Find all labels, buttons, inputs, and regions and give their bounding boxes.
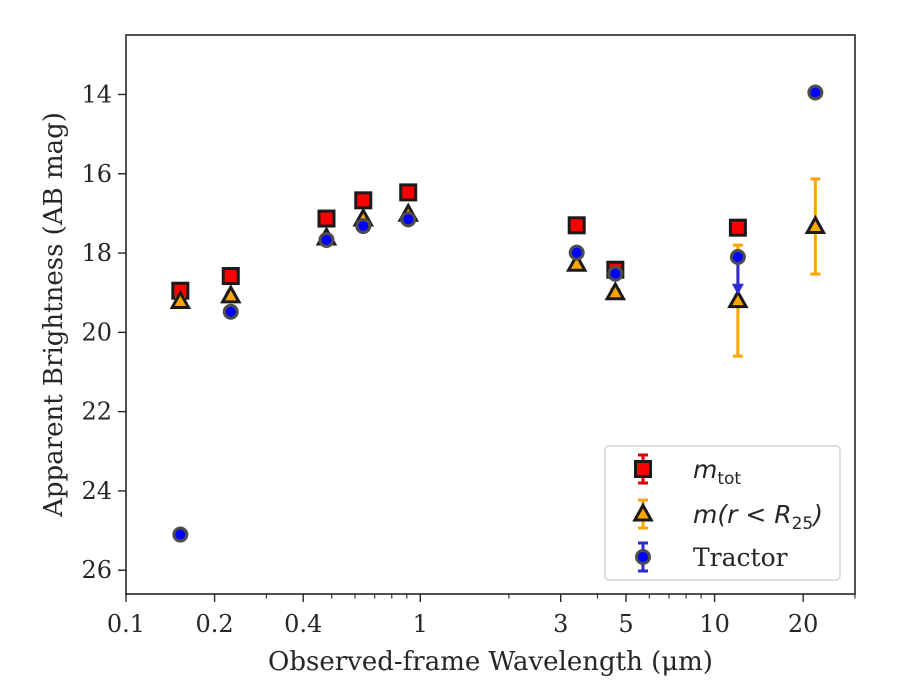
x-tick-label: 0.1 (107, 610, 145, 638)
legend-label: m(r < R25) (693, 500, 823, 534)
y-tick-label: 18 (81, 239, 112, 267)
x-tick-label: 10 (699, 610, 730, 638)
data-point (317, 209, 336, 228)
series-0 (171, 183, 747, 300)
data-point (567, 216, 586, 235)
x-tick-label: 0.4 (284, 610, 322, 638)
data-marks (169, 84, 827, 543)
data-point (729, 249, 746, 266)
legend: mtot m(r < R25) Tractor (604, 445, 841, 581)
data-point (399, 183, 418, 202)
data-point (354, 191, 373, 210)
x-tick-label: 0.2 (196, 610, 234, 638)
data-point (804, 214, 827, 235)
legend-marker (635, 549, 651, 565)
data-point (565, 252, 588, 272)
y-tick-label: 14 (81, 80, 112, 108)
data-point (172, 526, 189, 543)
legend-label: Tractor (693, 543, 788, 572)
legend-box (604, 445, 841, 581)
y-axis-label: Apparent Brightness (AB mag) (39, 112, 69, 518)
x-tick-label: 20 (788, 610, 819, 638)
y-tick-label: 26 (81, 556, 112, 584)
legend-marker (634, 460, 652, 478)
data-point (604, 280, 627, 301)
x-axis-label: Observed-frame Wavelength (μm) (268, 647, 713, 677)
y-tick-label: 22 (81, 398, 112, 426)
data-point (807, 84, 824, 101)
data-point (727, 288, 749, 309)
data-point (318, 231, 335, 248)
data-point (568, 244, 585, 261)
legend-label: mtot (693, 455, 741, 489)
y-tick-label: 16 (81, 160, 112, 188)
plot-frame (125, 34, 856, 595)
data-point (728, 218, 747, 237)
y-tick-label: 20 (81, 318, 112, 346)
data-point (220, 284, 242, 304)
data-point (355, 218, 372, 235)
series-2 (172, 84, 824, 543)
data-point (607, 265, 624, 282)
axis-tick-labels: 0.1 0.2 0.4 1 3 5 10 20 14 16 18 20 22 24 26 (81, 80, 818, 638)
x-tick-label: 5 (618, 610, 633, 638)
data-point (400, 211, 417, 228)
data-point (169, 289, 192, 309)
x-tick-label: 1 (413, 610, 428, 638)
upper-limit-arrowhead (731, 283, 744, 295)
data-point (222, 303, 239, 320)
y-tick-label: 24 (81, 477, 112, 505)
axis-ticks (118, 93, 856, 602)
legend-marker (632, 502, 654, 522)
x-tick-label: 3 (553, 610, 568, 638)
data-point (221, 267, 240, 286)
